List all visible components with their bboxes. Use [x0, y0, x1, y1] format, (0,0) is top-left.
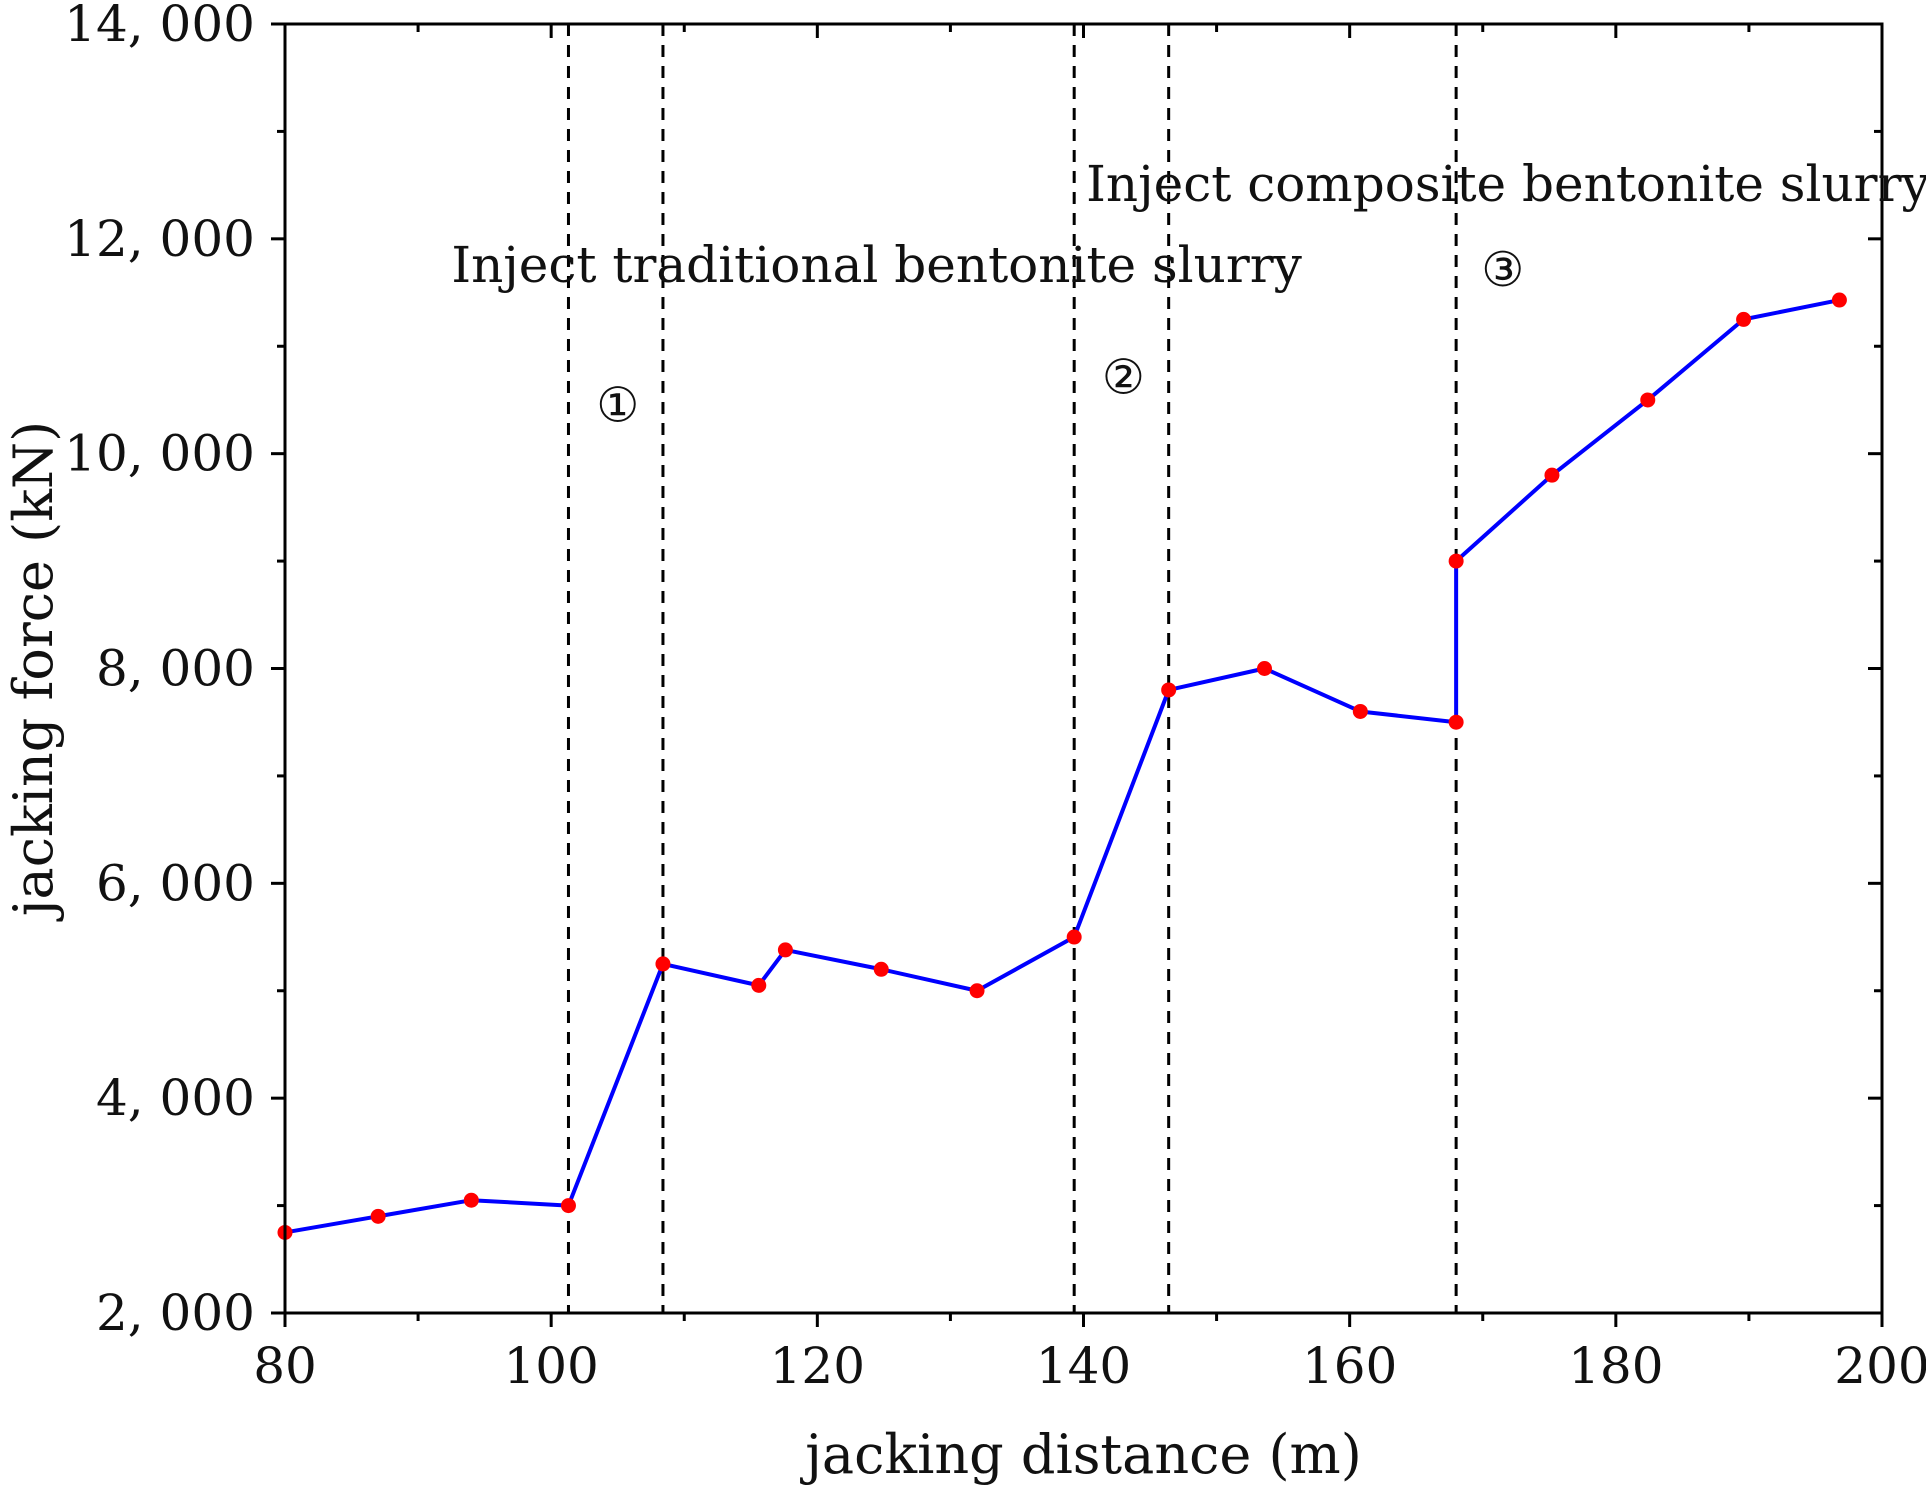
- axis-ticks: [271, 22, 1884, 1327]
- x-tick-label-160: 160: [1302, 1337, 1397, 1395]
- y-tick-label-12000: 12, 000: [64, 210, 255, 268]
- x-tick-label-100: 100: [503, 1337, 598, 1395]
- data-point-8: [969, 983, 985, 999]
- data-point-4: [655, 956, 671, 972]
- data-point-1: [370, 1208, 386, 1224]
- y-tick-label-4000: 4, 000: [96, 1069, 255, 1127]
- data-point-2: [463, 1192, 479, 1208]
- annotation-label-1: Inject traditional bentonite slurry: [451, 236, 1302, 294]
- plot-frame: [283, 22, 1884, 1315]
- data-point-10: [1161, 682, 1177, 698]
- data-point-6: [777, 942, 793, 958]
- y-tick-labels: 2, 000 4, 000 6, 000 8, 000 10, 000 12, 000 14…: [64, 0, 255, 1342]
- data-point-11: [1256, 661, 1272, 676]
- data-point-9: [1066, 929, 1082, 945]
- annotation-label-2: Inject composite bentonite slurry: [1086, 155, 1926, 213]
- x-tick-label-80: 80: [253, 1337, 317, 1395]
- annotations: Inject traditional bentonite slurry Injec…: [451, 155, 1926, 433]
- y-tick-label-6000: 6, 000: [96, 854, 255, 912]
- y-tick-label-14000: 14, 000: [64, 0, 255, 53]
- data-point-13: [1448, 714, 1464, 730]
- data-point-14: [1448, 553, 1464, 569]
- data-point-16: [1640, 392, 1656, 408]
- data-point-7: [873, 961, 889, 977]
- x-tick-label-200: 200: [1834, 1337, 1926, 1395]
- data-point-17: [1736, 311, 1752, 327]
- series-layer: [277, 292, 1847, 1240]
- phase-divider-lines: [566, 24, 1458, 1313]
- data-point-5: [751, 977, 767, 993]
- phase-marker-2: ②: [1102, 350, 1145, 406]
- x-tick-label-180: 180: [1568, 1337, 1663, 1395]
- x-tick-label-120: 120: [770, 1337, 865, 1395]
- series-line-0: [284, 298, 1840, 1235]
- data-point-12: [1352, 703, 1368, 719]
- x-axis-title: jacking distance (m): [799, 1423, 1362, 1486]
- x-tick-label-140: 140: [1036, 1337, 1131, 1395]
- data-point-15: [1544, 467, 1560, 483]
- phase-marker-3: ③: [1481, 242, 1524, 298]
- data-point-3: [560, 1198, 576, 1214]
- y-tick-label-10000: 10, 000: [64, 425, 255, 483]
- data-point-18: [1831, 292, 1847, 308]
- x-tick-labels: 80 100 120 140 160 180 200: [253, 1337, 1926, 1395]
- y-tick-label-2000: 2, 000: [96, 1284, 255, 1342]
- phase-marker-1: ①: [596, 377, 639, 433]
- y-tick-label-8000: 8, 000: [96, 640, 255, 698]
- y-axis-title: jacking force (kN): [2, 421, 65, 922]
